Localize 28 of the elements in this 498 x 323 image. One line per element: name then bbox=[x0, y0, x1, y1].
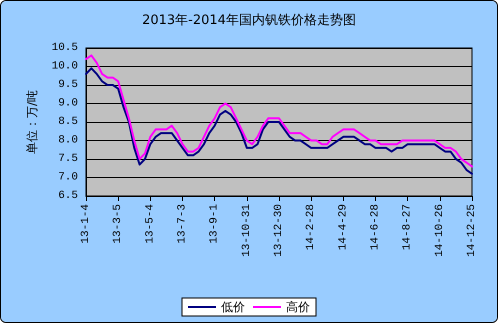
chart-title: 2013年-2014年国内钒铁价格走势图 bbox=[142, 13, 356, 28]
legend-label: 低价 bbox=[221, 300, 245, 314]
x-tick-label: 13-3-5 bbox=[112, 204, 124, 244]
y-tick-label: 10.0 bbox=[52, 60, 78, 72]
x-tick-label: 14-8-27 bbox=[402, 204, 414, 250]
x-tick-label: 13-10-31 bbox=[240, 204, 253, 257]
x-tick-label: 14-6-28 bbox=[370, 204, 382, 250]
y-tick-label: 10.5 bbox=[52, 42, 78, 54]
line-series bbox=[85, 54, 473, 168]
x-tick-label: 13-1-4 bbox=[80, 204, 92, 244]
x-tick-label: 14-2-28 bbox=[305, 204, 318, 250]
y-tick-label: 8.0 bbox=[58, 134, 78, 146]
y-tick-label: 7.0 bbox=[58, 172, 78, 184]
line-series bbox=[85, 67, 473, 175]
y-tick-label: 7.5 bbox=[58, 153, 78, 165]
y-tick-label: 6.5 bbox=[58, 190, 78, 202]
x-tick-label: 14-4-29 bbox=[337, 204, 350, 250]
x-tick-label: 14-12-25 bbox=[466, 204, 478, 257]
y-axis-title: 单位：万/吨 bbox=[25, 90, 39, 154]
legend-label: 高价 bbox=[286, 300, 310, 314]
x-tick-label: 13-5-4 bbox=[144, 204, 156, 244]
x-tick-label: 13-7-3 bbox=[176, 204, 188, 244]
y-tick-label: 9.0 bbox=[58, 98, 78, 110]
x-tick-label: 13-9-1 bbox=[208, 204, 221, 244]
y-tick-label: 8.5 bbox=[58, 116, 78, 128]
x-tick-label: 14-10-26 bbox=[434, 204, 446, 257]
y-tick-label: 9.5 bbox=[58, 79, 78, 91]
x-tick-label: 13-12-30 bbox=[273, 204, 285, 257]
